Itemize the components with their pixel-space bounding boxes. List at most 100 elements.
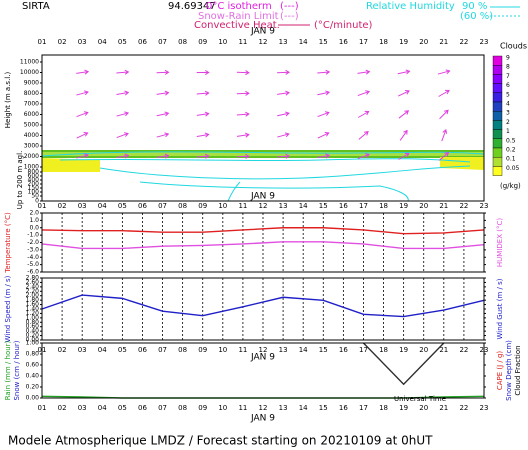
panel-frame: [41, 342, 485, 399]
wind-arrow: [358, 131, 369, 140]
hour-label: 06: [138, 346, 147, 354]
hour-label: 07: [158, 38, 167, 46]
y-tick-label: 0.80: [26, 351, 40, 358]
wind-arrow: [317, 69, 331, 75]
hour-label: 15: [319, 404, 328, 412]
hour-label: 03: [78, 202, 87, 210]
rh-contour: [227, 181, 241, 202]
hour-label: 20: [419, 346, 428, 354]
y-tick-label: 2.20: [26, 288, 40, 295]
rh-contour: [41, 151, 485, 157]
hour-label: 23: [480, 202, 489, 210]
y-tick-label: 0.0: [29, 224, 39, 231]
colorbar-swatch: [492, 83, 503, 93]
colorbar-unit: (g/kg): [500, 182, 521, 190]
wind-arrow: [116, 69, 130, 75]
wind-arrow: [277, 69, 291, 75]
hour-label: 22: [459, 404, 468, 412]
wind-arrow: [196, 153, 210, 159]
cloud-band: [440, 157, 484, 170]
hour-label: 18: [379, 202, 388, 210]
wind-arrow: [156, 90, 170, 96]
wind-arrow: [76, 153, 89, 159]
colorbar-swatch: [492, 55, 503, 66]
hour-label: 19: [399, 38, 408, 46]
hour-label: 11: [238, 346, 247, 354]
y-tick-label: 1.00: [26, 314, 40, 321]
hour-label: 20: [419, 38, 428, 46]
hour-label: 10: [218, 346, 227, 354]
series-line: [41, 241, 485, 250]
hour-label: 05: [118, 404, 127, 412]
colorbar-label: 3: [506, 110, 510, 117]
hour-label: 17: [359, 404, 368, 412]
wind-arrow: [439, 109, 449, 120]
hour-label: 17: [359, 202, 368, 210]
altitude: 94.69347: [168, 1, 216, 12]
hour-label: 14: [299, 38, 308, 46]
hour-label: 06: [138, 38, 147, 46]
hour-label: 15: [319, 38, 328, 46]
wind-arrow: [358, 110, 370, 118]
y-tick-label: 1.0: [29, 217, 39, 224]
y-tick-label: 5000: [24, 122, 39, 129]
y-tick-label: 0.00: [26, 395, 40, 402]
cloud-band: [42, 152, 484, 156]
hour-label: 09: [198, 202, 207, 210]
colorbar-label: 2: [506, 119, 510, 126]
wind-arrow: [116, 132, 129, 139]
hour-label: 17: [359, 38, 368, 46]
wind-arrow: [76, 69, 90, 75]
colorbar-swatch: [492, 120, 503, 130]
wind-arrow: [196, 70, 210, 75]
wind-arrow: [357, 90, 371, 97]
wind-arrow: [317, 90, 331, 96]
y-axis-label: Temperature (°C): [4, 212, 12, 274]
colorbar-label: 9: [506, 55, 510, 62]
y-axis-label-low: Up to 200 m agl.: [16, 151, 24, 210]
colorbar-label: 4: [506, 101, 510, 108]
hour-label: 05: [118, 202, 127, 210]
y-tick-label: 100: [28, 189, 40, 196]
y-tick-label: 11000: [20, 59, 39, 66]
y-tick-label: -4.0: [27, 254, 39, 261]
colorbar-label: 0.2: [506, 147, 516, 154]
rh-contour: [139, 181, 409, 202]
hour-label: 21: [439, 404, 448, 412]
rh-90: 90 %: [462, 1, 487, 12]
x-axis-label: Universal Time: [394, 395, 446, 403]
hour-label: 22: [459, 38, 468, 46]
rh-contour: [99, 165, 471, 180]
series-line: [41, 227, 485, 235]
hour-label: 14: [299, 404, 308, 412]
y-tick-label: 0.60: [26, 323, 40, 330]
colorbar-label: 6: [506, 82, 510, 89]
y-tick-label: 2000: [24, 153, 39, 160]
y-tick-label: 2.00: [26, 292, 40, 299]
hour-label: 05: [118, 346, 127, 354]
wind-arrow: [236, 153, 250, 159]
hour-label: 13: [279, 404, 288, 412]
y-tick-label: 0.00: [26, 337, 40, 344]
wind-arrow: [76, 132, 89, 139]
hour-label: 06: [138, 202, 147, 210]
colorbar-label: 0.1: [506, 156, 516, 163]
wind-arrow: [437, 69, 451, 75]
hour-label: 21: [439, 202, 448, 210]
hour-label: 16: [339, 404, 348, 412]
cloud-field: [41, 150, 485, 202]
hour-label: 02: [58, 404, 67, 412]
colorbar-swatch: [492, 110, 503, 121]
y-tick-label: 1.80: [26, 297, 40, 304]
wind-arrow: [76, 90, 89, 96]
y-tick-label: 0.40: [26, 373, 40, 380]
date-label: JAN 9: [250, 414, 275, 424]
series-line: [41, 294, 485, 318]
wind-arrow: [277, 153, 291, 159]
colorbar-swatch: [492, 129, 503, 140]
hour-label: 23: [480, 38, 489, 46]
y-axis-label: Rain (mm / hour): [4, 340, 12, 400]
hour-label: 21: [439, 38, 448, 46]
colorbar-swatch: [492, 138, 503, 149]
